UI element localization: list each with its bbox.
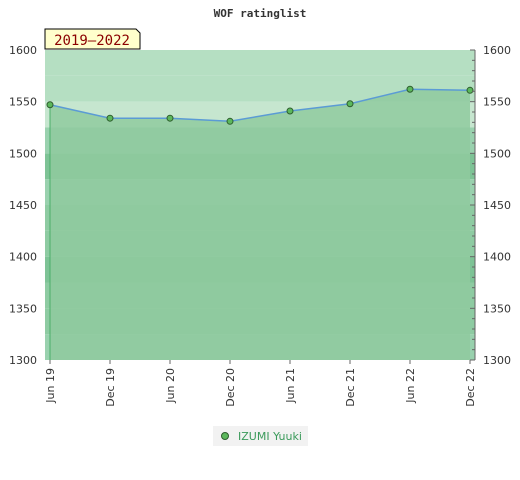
y-tick-label-left: 1350: [9, 302, 37, 315]
background-band: [45, 50, 475, 76]
series-area-fill: [50, 89, 470, 361]
x-tick-label: Dec 22: [464, 368, 477, 407]
series-line-path: [49, 88, 471, 123]
data-point: [46, 101, 54, 109]
period-label: 2019–2022: [54, 33, 130, 49]
period-badge-box: [44, 28, 141, 50]
data-point: [466, 86, 474, 94]
y-tick-label-left: 1300: [9, 354, 37, 367]
y-tick-label-left: 1500: [9, 147, 37, 160]
legend-box: [213, 426, 308, 446]
y-tick-label-left: 1400: [9, 251, 37, 264]
x-tick-label: Dec 19: [104, 368, 117, 407]
y-tick-label-left: 1450: [9, 199, 37, 212]
y-tick-label-right: 1500: [483, 147, 511, 160]
x-tick-label: Jun 19: [44, 368, 57, 404]
legend-entry: IZUMI Yuuki: [238, 430, 302, 443]
data-points: [46, 85, 474, 125]
x-tick-label: Jun 22: [404, 368, 417, 404]
period-badge: 2019–2022: [44, 28, 141, 50]
y-tick-label-right: 1600: [483, 44, 511, 57]
chart-title: WOF ratinglist: [214, 7, 307, 20]
x-tick-label: Dec 21: [344, 368, 357, 407]
data-point: [226, 117, 234, 125]
y-tick-label-right: 1550: [483, 96, 511, 109]
x-tick-label: Jun 21: [284, 368, 297, 404]
series-line: [49, 88, 471, 123]
data-point: [286, 107, 294, 115]
y-axis-right: 1300 1350 1400 1450 1500 1550 1600: [470, 44, 511, 367]
y-tick-label-left: 1600: [9, 44, 37, 57]
y-tick-label-right: 1400: [483, 251, 511, 264]
legend-marker-icon: [221, 432, 229, 440]
data-point: [406, 85, 414, 93]
y-tick-label-right: 1450: [483, 199, 511, 212]
y-tick-label-right: 1350: [483, 302, 511, 315]
y-tick-label-right: 1300: [483, 354, 511, 367]
data-point: [106, 114, 114, 122]
series-area: [49, 89, 470, 361]
legend: IZUMI Yuuki: [213, 426, 308, 446]
x-axis: Jun 19 Dec 19 Jun 20 Dec 20 Jun 21 Dec 21 Jun …: [44, 360, 477, 407]
data-point: [166, 114, 174, 122]
x-tick-label: Dec 20: [224, 368, 237, 407]
data-point: [346, 100, 354, 108]
y-axis-left: 1300 1350 1400 1450 1500 1550 1600: [9, 44, 37, 367]
y-tick-label-left: 1550: [9, 96, 37, 109]
x-tick-label: Jun 20: [164, 368, 177, 404]
